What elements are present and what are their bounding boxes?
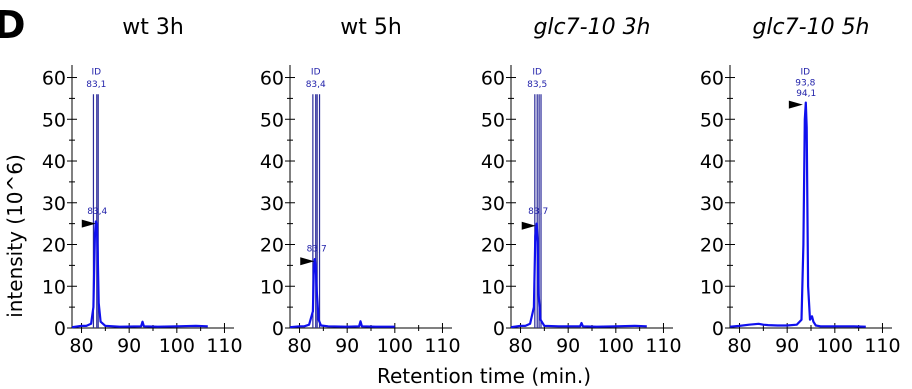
peak-annotation: 83,4	[87, 207, 107, 217]
y-tick-label: 10	[42, 276, 66, 298]
x-tick-label: 90	[556, 335, 580, 357]
y-tick-label: 50	[700, 109, 724, 131]
x-tick-label: 100	[159, 335, 195, 357]
chart-panel-1: wt 3h 0 10 20 30 40 50 60 80 90 100 110 ID 83,1 83,4	[42, 15, 243, 357]
y-tick-label: 0	[272, 318, 284, 340]
y-tick-label: 0	[54, 318, 66, 340]
y-tick-label: 30	[700, 193, 724, 215]
y-tick-label: 10	[260, 276, 284, 298]
chart-title: wt 3h	[122, 15, 184, 40]
chromatogram-trace	[71, 220, 208, 329]
y-tick-label: 10	[700, 276, 724, 298]
chart-title: glc7-10 3h	[533, 15, 650, 40]
y-tick-label: 20	[260, 235, 284, 257]
peak-annotation: ID	[800, 67, 810, 77]
y-tick-label: 30	[260, 193, 284, 215]
chart-panel-2: wt 5h 0 10 20 30 40 50 60 80 90 100 110 ID 83,4 83,7	[260, 15, 461, 357]
y-tick-label: 10	[481, 276, 505, 298]
x-tick-label: 90	[117, 335, 141, 357]
x-tick-label: 90	[775, 335, 799, 357]
x-tick-label: 110	[424, 335, 460, 357]
y-axis-label: intensity (10^6)	[3, 154, 27, 318]
x-tick-label: 90	[335, 335, 359, 357]
x-tick-label: 110	[864, 335, 900, 357]
y-tick-label: 0	[712, 318, 724, 340]
y-tick-label: 20	[42, 235, 66, 257]
y-tick-label: 60	[42, 68, 66, 90]
peak-arrow-marker	[521, 221, 536, 230]
chart-panel-3: glc7-10 3h 0 10 20 30 40 50 60 80 90 100 110 ID 83,5 8…	[481, 15, 682, 357]
peak-annotation: ID	[311, 67, 321, 77]
y-tick-label: 50	[42, 109, 66, 131]
peak-arrow-marker	[788, 100, 803, 109]
x-axis-label: Retention time (min.)	[377, 364, 591, 388]
chart-panel-4: glc7-10 5h 0 10 20 30 40 50 60 80 90 100 110 ID 93,89…	[700, 15, 901, 357]
y-tick-label: 40	[260, 151, 284, 173]
y-tick-label: 20	[700, 235, 724, 257]
x-tick-label: 110	[206, 335, 242, 357]
x-tick-label: 110	[645, 335, 681, 357]
peak-annotation: 83,7	[528, 207, 548, 217]
peak-annotation: 94,1	[796, 89, 816, 99]
y-tick-label: 50	[481, 109, 505, 131]
peak-arrow-marker	[300, 257, 315, 266]
peak-annotation: ID	[92, 67, 102, 77]
x-tick-label: 100	[598, 335, 634, 357]
peak-annotation: 83,5	[527, 80, 547, 90]
y-tick-label: 40	[481, 151, 505, 173]
y-tick-label: 60	[700, 68, 724, 90]
x-tick-label: 80	[508, 335, 532, 357]
panel-label: D	[0, 3, 26, 47]
y-tick-label: 40	[700, 151, 724, 173]
chart-title: wt 5h	[340, 15, 402, 40]
x-tick-label: 80	[69, 335, 93, 357]
y-tick-label: 0	[493, 318, 505, 340]
x-tick-label: 80	[727, 335, 751, 357]
y-tick-label: 60	[481, 68, 505, 90]
peak-annotation: 83,1	[86, 80, 106, 90]
y-tick-label: 30	[42, 193, 66, 215]
peak-annotation: 83,4	[306, 80, 326, 90]
y-tick-label: 20	[481, 235, 505, 257]
y-tick-label: 50	[260, 109, 284, 131]
x-tick-label: 80	[287, 335, 311, 357]
peak-annotation: 93,8	[795, 79, 815, 89]
peak-annotation: 83,7	[307, 245, 327, 255]
chart-title: glc7-10 5h	[752, 15, 869, 40]
peak-arrow-marker	[81, 219, 96, 228]
y-tick-label: 60	[260, 68, 284, 90]
y-tick-label: 30	[481, 193, 505, 215]
chromatogram-trace	[729, 101, 866, 328]
chromatogram-trace	[510, 222, 647, 329]
peak-annotation: ID	[532, 67, 542, 77]
y-tick-label: 40	[42, 151, 66, 173]
chromatogram-trace	[289, 258, 395, 329]
x-tick-label: 100	[377, 335, 413, 357]
x-tick-label: 100	[817, 335, 853, 357]
